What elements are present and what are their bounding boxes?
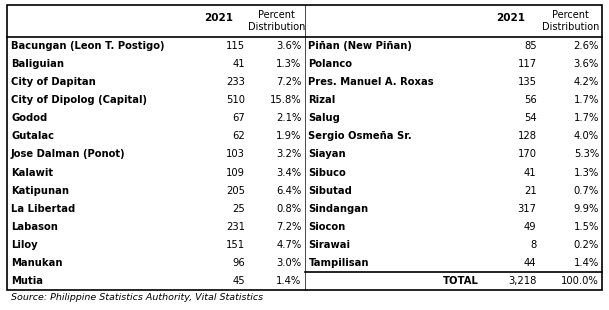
Text: 2.6%: 2.6% — [574, 41, 599, 51]
Text: 85: 85 — [524, 41, 537, 51]
Text: 151: 151 — [226, 240, 245, 250]
Text: 67: 67 — [232, 113, 245, 123]
Text: Tampilisan: Tampilisan — [309, 258, 369, 268]
Text: 205: 205 — [226, 186, 245, 196]
Text: 0.2%: 0.2% — [574, 240, 599, 250]
Text: Manukan: Manukan — [11, 258, 63, 268]
Text: 317: 317 — [518, 204, 537, 214]
Text: 4.0%: 4.0% — [574, 131, 599, 141]
Text: Katipunan: Katipunan — [11, 186, 69, 196]
Text: 1.3%: 1.3% — [276, 59, 301, 69]
Text: TOTAL: TOTAL — [443, 276, 479, 286]
Text: 41: 41 — [233, 59, 245, 69]
Text: 9.9%: 9.9% — [574, 204, 599, 214]
Text: 1.9%: 1.9% — [276, 131, 301, 141]
Text: Sibutad: Sibutad — [309, 186, 353, 196]
Text: Labason: Labason — [11, 222, 58, 232]
Text: 3.4%: 3.4% — [276, 167, 301, 178]
Text: 117: 117 — [518, 59, 537, 69]
Text: Mutia: Mutia — [11, 276, 43, 286]
Text: 1.5%: 1.5% — [574, 222, 599, 232]
Text: 233: 233 — [226, 77, 245, 87]
Text: 1.4%: 1.4% — [276, 276, 301, 286]
Text: Sirawai: Sirawai — [309, 240, 351, 250]
Text: 128: 128 — [518, 131, 537, 141]
Text: Kalawit: Kalawit — [11, 167, 53, 178]
Text: 3.6%: 3.6% — [574, 59, 599, 69]
Text: 96: 96 — [232, 258, 245, 268]
Text: 2021: 2021 — [205, 13, 233, 23]
Text: 21: 21 — [524, 186, 537, 196]
Text: 135: 135 — [518, 77, 537, 87]
Text: 25: 25 — [232, 204, 245, 214]
Text: 45: 45 — [233, 276, 245, 286]
Text: 56: 56 — [524, 95, 537, 105]
Text: 49: 49 — [524, 222, 537, 232]
Text: 1.4%: 1.4% — [574, 258, 599, 268]
Text: 231: 231 — [226, 222, 245, 232]
Text: Jose Dalman (Ponot): Jose Dalman (Ponot) — [11, 149, 125, 159]
Text: 0.7%: 0.7% — [574, 186, 599, 196]
Text: City of Dipolog (Capital): City of Dipolog (Capital) — [11, 95, 147, 105]
Text: 109: 109 — [226, 167, 245, 178]
Text: Percent
Distribution: Percent Distribution — [542, 10, 599, 32]
Text: Godod: Godod — [11, 113, 48, 123]
Text: Siocon: Siocon — [309, 222, 346, 232]
Text: 2.1%: 2.1% — [276, 113, 301, 123]
Text: City of Dapitan: City of Dapitan — [11, 77, 96, 87]
Text: 103: 103 — [226, 149, 245, 159]
Text: 3.0%: 3.0% — [276, 258, 301, 268]
Text: 8: 8 — [530, 240, 537, 250]
Text: 1.7%: 1.7% — [574, 113, 599, 123]
Text: 7.2%: 7.2% — [276, 77, 301, 87]
Text: Baliguian: Baliguian — [11, 59, 64, 69]
Text: 4.2%: 4.2% — [574, 77, 599, 87]
Text: Sergio Osmeña Sr.: Sergio Osmeña Sr. — [309, 131, 412, 141]
Text: Percent
Distribution: Percent Distribution — [247, 10, 305, 32]
Text: Sindangan: Sindangan — [309, 204, 368, 214]
Text: La Libertad: La Libertad — [11, 204, 76, 214]
Text: 3,218: 3,218 — [508, 276, 537, 286]
Text: 1.7%: 1.7% — [574, 95, 599, 105]
Text: 6.4%: 6.4% — [276, 186, 301, 196]
Text: 170: 170 — [518, 149, 537, 159]
Text: 7.2%: 7.2% — [276, 222, 301, 232]
Text: 15.8%: 15.8% — [270, 95, 301, 105]
Text: 115: 115 — [226, 41, 245, 51]
Text: 5.3%: 5.3% — [574, 149, 599, 159]
Text: 4.7%: 4.7% — [276, 240, 301, 250]
Text: 41: 41 — [524, 167, 537, 178]
Text: Pres. Manuel A. Roxas: Pres. Manuel A. Roxas — [309, 77, 434, 87]
Text: Siayan: Siayan — [309, 149, 346, 159]
Text: 1.3%: 1.3% — [574, 167, 599, 178]
Text: Gutalac: Gutalac — [11, 131, 54, 141]
Text: 2021: 2021 — [496, 13, 525, 23]
Text: 54: 54 — [524, 113, 537, 123]
Text: 510: 510 — [226, 95, 245, 105]
Text: 3.2%: 3.2% — [276, 149, 301, 159]
Text: Piñan (New Piñan): Piñan (New Piñan) — [309, 41, 412, 51]
Text: 62: 62 — [232, 131, 245, 141]
Text: Sibuco: Sibuco — [309, 167, 347, 178]
Text: Source: Philippine Statistics Authority, Vital Statistics: Source: Philippine Statistics Authority,… — [11, 293, 263, 302]
Text: Liloy: Liloy — [11, 240, 38, 250]
Text: Salug: Salug — [309, 113, 340, 123]
Text: Bacungan (Leon T. Postigo): Bacungan (Leon T. Postigo) — [11, 41, 164, 51]
Text: Polanco: Polanco — [309, 59, 353, 69]
Text: 0.8%: 0.8% — [276, 204, 301, 214]
Text: 44: 44 — [524, 258, 537, 268]
Text: 100.0%: 100.0% — [561, 276, 599, 286]
Text: Rizal: Rizal — [309, 95, 336, 105]
Text: 3.6%: 3.6% — [276, 41, 301, 51]
